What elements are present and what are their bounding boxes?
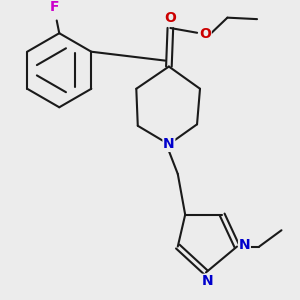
Text: N: N — [163, 137, 175, 151]
Text: O: O — [164, 11, 176, 26]
Text: N: N — [202, 274, 213, 288]
Text: O: O — [199, 27, 211, 41]
Text: N: N — [238, 238, 250, 252]
Text: F: F — [49, 0, 59, 14]
